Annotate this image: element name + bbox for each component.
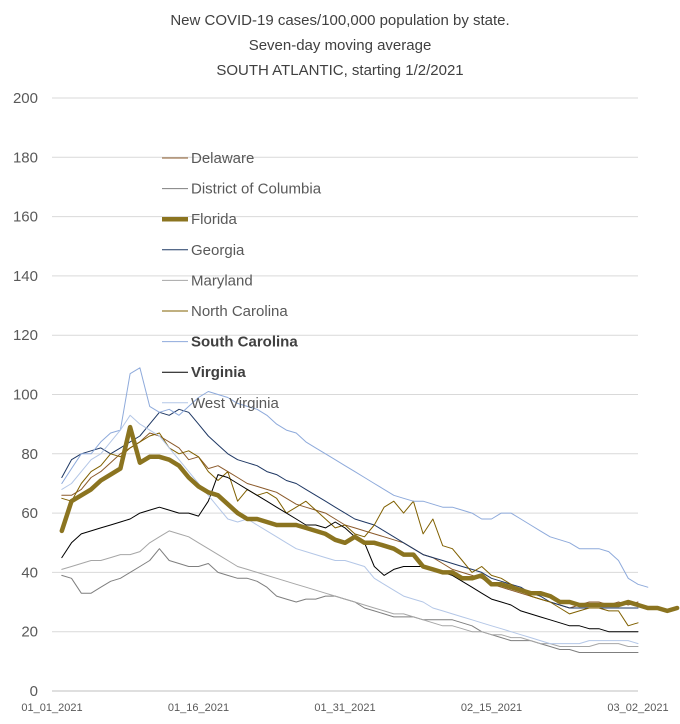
y-tick-label: 0 [30,683,38,700]
series-line-florida [59,424,680,614]
y-tick-label: 20 [21,624,38,641]
x-tick-label: 01_16_2021 [168,702,229,714]
legend-label-west-virginia: West Virginia [191,395,279,412]
legend-label-north-carolina: North Carolina [191,303,288,320]
series-line-west-virginia [61,414,639,645]
y-tick-label: 100 [13,387,38,404]
y-tick-label: 40 [21,564,38,581]
y-tick-label: 80 [21,446,38,463]
x-tick-label: 02_15_2021 [461,702,522,714]
chart-title: New COVID-19 cases/100,000 population by… [170,12,509,79]
series-lines [59,367,680,653]
series-line-maryland [61,530,639,647]
chart-title-line-3: SOUTH ATLANTIC, starting 1/2/2021 [216,62,463,79]
legend-label-maryland: Maryland [191,272,253,289]
series-line-virginia [61,474,639,633]
series-line-georgia [61,408,639,609]
y-tick-label: 60 [21,505,38,522]
legend: Delaware District of Columbia Florida Georg… [162,150,322,412]
legend-label-south-carolina: South Carolina [191,334,298,351]
x-axis-ticks: 01_01_2021 01_16_2021 01_31_2021 02_15_2021… [21,702,668,714]
chart-title-line-1: New COVID-19 cases/100,000 population by… [170,12,509,29]
series-line-north-carolina [61,432,639,627]
y-tick-label: 160 [13,209,38,226]
legend-label-florida: Florida [191,211,238,228]
y-tick-label: 140 [13,268,38,285]
x-tick-label: 01_01_2021 [21,702,82,714]
legend-label-district-of-columbia: District of Columbia [191,181,322,198]
y-tick-label: 180 [13,149,38,166]
y-axis-ticks: 0 20 40 60 80 100 120 140 160 180 200 [13,90,38,700]
y-tick-label: 120 [13,327,38,344]
legend-label-georgia: Georgia [191,242,245,259]
chart-title-line-2: Seven-day moving average [249,37,432,54]
y-tick-label: 200 [13,90,38,107]
x-tick-label: 01_31_2021 [314,702,375,714]
series-line-south-carolina [61,367,649,588]
x-tick-label: 03_02_2021 [607,702,668,714]
legend-label-virginia: Virginia [191,364,246,381]
gridlines [52,97,638,692]
legend-label-delaware: Delaware [191,150,254,167]
